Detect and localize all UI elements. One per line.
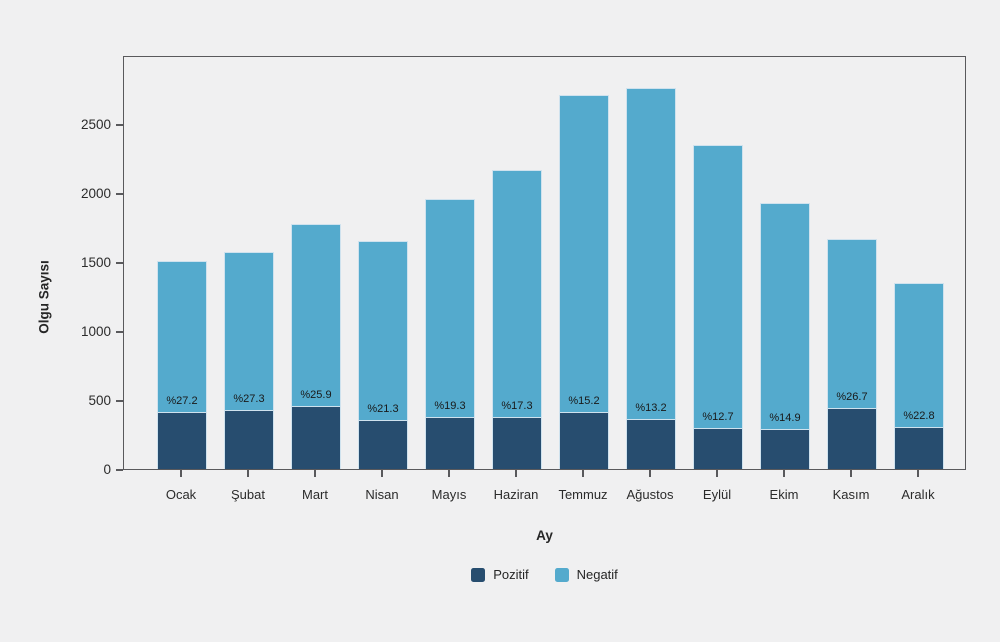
bar-percent-label: %27.3 [233,392,265,405]
negatif-segment [894,283,944,427]
y-tick-mark [116,400,123,402]
bar-percent-label: %27.2 [166,395,198,408]
pozitif-segment [559,412,609,469]
bar-şubat: %27.3 [224,251,274,469]
y-tick-mark [116,262,123,264]
x-tick-label-haziran: Haziran [493,487,539,502]
negatif-segment [693,145,743,428]
x-tick-label-şubat: Şubat [231,487,265,502]
y-tick-label: 1000 [80,324,111,339]
bar-percent-label: %25.9 [300,388,332,401]
legend: Pozitif Negatif [123,567,966,582]
legend-swatch-pozitif [471,567,486,582]
negatif-segment [760,203,810,430]
bar-percent-label: %26.7 [836,390,868,403]
bar-mayıs: %19.3 [425,198,475,469]
x-tick-label-mart: Mart [302,487,328,502]
negatif-segment [224,251,274,410]
x-tick-mark [314,470,316,477]
bar-aralık: %22.8 [894,283,944,469]
x-tick-mark [582,470,584,477]
legend-entry-pozitif: Pozitif [471,567,529,582]
y-tick-label: 2500 [80,117,111,132]
pozitif-segment [626,418,676,469]
x-tick-label-aralık: Aralık [901,487,935,502]
y-axis-title: Olgu Sayısı [36,260,52,334]
pozitif-segment [827,407,877,469]
bar-percent-label: %19.3 [434,399,466,412]
bar-temmuz: %15.2 [559,95,609,469]
pozitif-segment [224,409,274,469]
bar-percent-label: %15.2 [568,395,600,408]
x-tick-mark [649,470,651,477]
pozitif-segment [157,412,207,469]
pozitif-segment [358,420,408,469]
x-tick-mark [917,470,919,477]
negatif-segment [626,88,676,419]
x-tick-mark [180,470,182,477]
bar-percent-label: %14.9 [769,412,801,425]
y-tick-label: 500 [88,393,111,408]
pozitif-segment [760,429,810,469]
bar-percent-label: %17.3 [501,400,533,413]
pozitif-segment [693,427,743,469]
plot-area: %27.2 %27.3 %25.9 %21.3 %19.3 %17.3 %15.2 %13.2… [123,56,966,470]
y-tick-mark [116,331,123,333]
bar-nisan: %21.3 [358,241,408,469]
bar-kasım: %26.7 [827,238,877,469]
legend-label: Negatif [576,567,618,582]
pozitif-segment [425,416,475,469]
negatif-segment [425,198,475,417]
bar-percent-label: %22.8 [903,409,935,422]
x-tick-mark [716,470,718,477]
bar-ocak: %27.2 [157,260,207,469]
x-tick-mark [783,470,785,477]
x-tick-mark [247,470,249,477]
bar-percent-label: %21.3 [367,403,399,416]
x-tick-label-kasım: Kasım [832,487,870,502]
y-tick-label: 2000 [80,186,111,201]
x-tick-mark [381,470,383,477]
x-tick-mark [515,470,517,477]
bar-mart: %25.9 [291,224,341,469]
bar-ekim: %14.9 [760,203,810,469]
pozitif-segment [492,417,542,469]
bar-percent-label: %12.7 [702,410,734,423]
y-tick-label: 0 [103,462,111,477]
y-tick-mark [116,193,123,195]
x-tick-label-ekim: Ekim [769,487,799,502]
y-tick-mark [116,124,123,126]
pozitif-segment [894,426,944,469]
bar-ağustos: %13.2 [626,88,676,469]
legend-swatch-negatif [554,567,569,582]
x-tick-label-temmuz: Temmuz [558,487,608,502]
y-tick-mark [116,469,123,471]
negatif-segment [492,170,542,418]
negatif-segment [157,260,207,413]
negatif-segment [358,241,408,421]
x-tick-label-nisan: Nisan [365,487,399,502]
x-tick-label-ağustos: Ağustos [626,487,674,502]
negatif-segment [291,224,341,406]
bar-percent-label: %13.2 [635,401,667,414]
x-tick-label-eylül: Eylül [702,487,732,502]
bar-eylül: %12.7 [693,145,743,469]
y-tick-label: 1500 [80,255,111,270]
x-tick-mark [850,470,852,477]
legend-entry-negatif: Negatif [554,567,618,582]
negatif-segment [827,238,877,408]
x-tick-mark [448,470,450,477]
negatif-segment [559,95,609,413]
x-tick-label-mayıs: Mayıs [431,487,467,502]
bar-haziran: %17.3 [492,170,542,469]
legend-label: Pozitif [493,567,529,582]
pozitif-segment [291,405,341,469]
x-tick-label-ocak: Ocak [165,487,197,502]
x-axis-title: Ay [536,528,553,543]
